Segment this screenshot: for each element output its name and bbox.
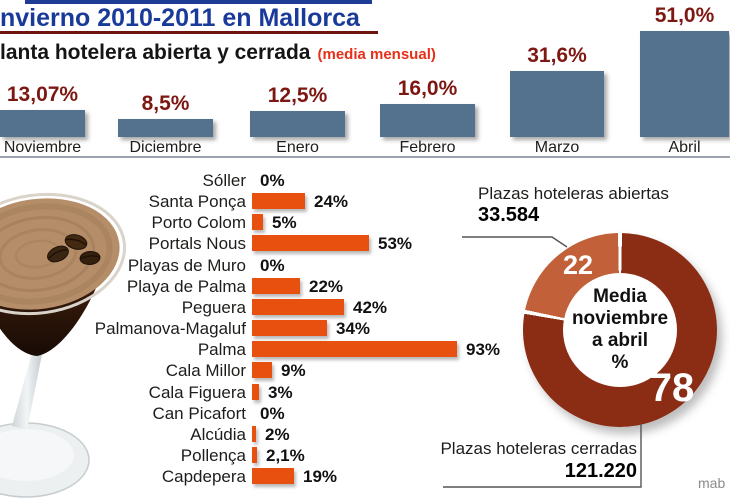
month-value-label: 12,5% <box>267 84 328 107</box>
month-value-label: 31,6% <box>527 44 587 67</box>
resort-value-label: 9% <box>281 361 306 380</box>
resort-value-label: 53% <box>378 234 413 253</box>
resort-value-label: 0% <box>260 404 285 423</box>
resort-bar <box>252 362 272 378</box>
resort-row-label: Playa de Palma <box>126 277 246 296</box>
month-bar <box>118 119 213 137</box>
open-closed-donut-chart: Media noviembre a abril % <box>523 233 717 427</box>
resort-value-label: 19% <box>303 467 338 486</box>
resort-row-label: Palmanova-Magaluf <box>94 319 246 338</box>
credit-text: mab <box>698 475 726 491</box>
resort-row-label: Peguera <box>181 298 246 317</box>
resort-value-label: 42% <box>353 298 388 317</box>
donut-center-text: Media <box>593 286 647 307</box>
resort-row-label: Porto Colom <box>151 213 246 232</box>
resort-row-label: Palma <box>197 340 246 359</box>
resort-value-label: 0% <box>260 171 285 190</box>
resort-bar <box>252 278 300 294</box>
resort-row-label: Alcúdia <box>190 425 246 444</box>
cocktail-photo <box>0 192 127 498</box>
month-category-label: Diciembre <box>129 139 202 156</box>
resort-bar <box>252 384 259 400</box>
subtitle-note: (media mensual) <box>317 46 436 63</box>
resort-row-label: Playas de Muro <box>127 256 246 275</box>
closed-places-value: 121.220 <box>564 460 637 482</box>
page-title: nvierno 2010-2011 en Mallorca <box>0 4 360 32</box>
resort-row-label: Sóller <box>202 171 246 190</box>
donut-center-text: noviembre <box>571 308 669 329</box>
resort-row-label: Capdepera <box>161 467 246 486</box>
resort-bar <box>252 193 305 209</box>
glass-rim <box>0 192 127 316</box>
month-category-label: Abril <box>668 139 701 156</box>
resort-bar <box>252 320 327 336</box>
donut-slice-label-open: 22 <box>562 250 594 280</box>
resort-value-label: 24% <box>314 192 349 211</box>
resort-bar <box>252 426 256 442</box>
page-subtitle: lanta hotelera abierta y cerrada <box>0 41 311 64</box>
cropped-text-remnant <box>25 0 372 4</box>
resort-bar <box>252 214 263 230</box>
donut-center: Media noviembre a abril % <box>563 273 677 387</box>
open-places-value: 33.584 <box>478 204 540 226</box>
resort-row-label: Santa Ponça <box>148 192 246 211</box>
resort-bar <box>252 299 344 315</box>
month-axis-line <box>0 156 730 158</box>
month-category-label: Noviembre <box>3 139 82 156</box>
resort-bar <box>252 468 294 484</box>
resort-value-label: 2,1% <box>266 446 305 465</box>
donut-center-text: % <box>611 352 629 373</box>
month-value-label: 13,07% <box>6 83 79 106</box>
resort-row-label: Cala Figuera <box>148 383 246 402</box>
resort-row-label: Portals Nous <box>148 234 246 253</box>
month-bar <box>510 71 604 137</box>
resort-bar <box>252 341 457 357</box>
drink-surface <box>0 198 120 310</box>
donut-slice-label-closed: 78 <box>649 366 695 410</box>
donut-center-text: a abril <box>592 330 648 351</box>
resort-value-label: 3% <box>268 383 293 402</box>
resort-row-label: Cala Millor <box>165 361 246 380</box>
resort-row-label: Pollença <box>180 446 246 465</box>
subtitle-row: lanta hotelera abierta y cerrada (media m… <box>0 41 436 65</box>
closed-places-caption: Plazas hoteleras cerradas <box>440 439 637 458</box>
month-bar <box>0 110 85 137</box>
resort-value-label: 0% <box>260 256 285 275</box>
month-category-label: Febrero <box>399 139 456 156</box>
resort-value-label: 22% <box>309 277 344 296</box>
month-bar <box>250 111 345 137</box>
month-category-label: Marzo <box>534 139 580 156</box>
glass-stem <box>12 352 42 430</box>
title-underline <box>0 31 378 34</box>
resort-value-label: 34% <box>336 319 371 338</box>
resort-bar <box>252 235 369 251</box>
month-bar <box>640 31 729 137</box>
month-bar <box>380 104 475 137</box>
resort-value-label: 5% <box>272 213 297 232</box>
coffee-beans <box>47 234 101 266</box>
resort-bar <box>252 447 257 463</box>
month-category-label: Enero <box>276 139 319 156</box>
resort-value-label: 93% <box>466 340 501 359</box>
month-value-label: 51,0% <box>654 4 715 27</box>
open-places-caption: Plazas hoteleras abiertas <box>478 184 669 203</box>
month-value-label: 8,5% <box>141 92 190 115</box>
resort-value-label: 2% <box>265 425 290 444</box>
month-value-label: 16,0% <box>397 77 458 100</box>
resort-row-label: Can Picafort <box>152 404 246 423</box>
